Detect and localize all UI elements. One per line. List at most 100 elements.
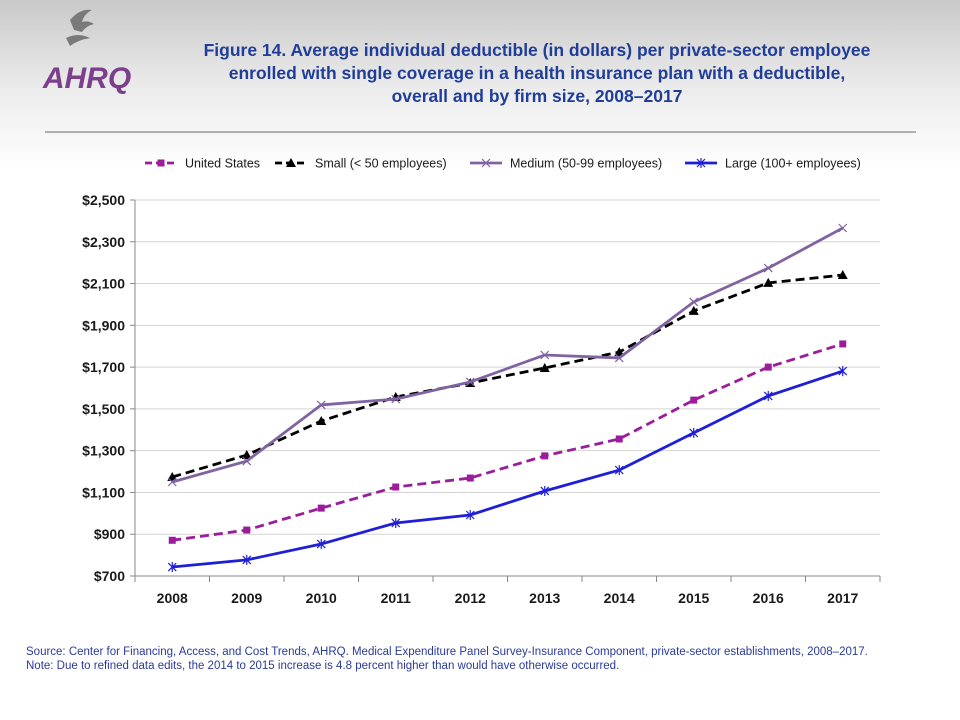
- marker-shape: [614, 353, 624, 363]
- marker: [317, 504, 325, 512]
- marker: [690, 396, 698, 404]
- marker-shape: [391, 517, 401, 528]
- x-tick-label: 2014: [604, 590, 635, 606]
- marker-shape: [316, 539, 326, 550]
- marker-shape: [838, 223, 848, 233]
- marker-shape: [241, 450, 252, 460]
- marker: [838, 223, 848, 233]
- marker: [614, 465, 624, 476]
- y-tick-label: $2,300: [82, 234, 125, 250]
- marker: [541, 452, 549, 460]
- marker-shape: [689, 297, 699, 307]
- marker-shape: [614, 465, 624, 476]
- marker: [167, 562, 177, 573]
- logo: AHRQ: [42, 62, 131, 95]
- marker-shape: [540, 485, 550, 496]
- marker-shape: [615, 435, 623, 443]
- legend-item: Medium (50-99 employees): [470, 157, 662, 171]
- marker-shape: [242, 554, 252, 565]
- marker: [242, 554, 252, 565]
- y-tick-label: $700: [94, 568, 125, 584]
- x-tick-label: 2016: [753, 590, 784, 606]
- x-tick-label: 2017: [827, 590, 858, 606]
- y-tick-label: $2,100: [82, 276, 125, 292]
- marker: [615, 435, 623, 443]
- marker: [837, 269, 848, 279]
- legend-item: Large (100+ employees): [685, 157, 861, 171]
- marker: [286, 158, 296, 167]
- marker: [241, 450, 252, 460]
- marker-shape: [837, 269, 848, 279]
- x-tick-label: 2008: [157, 590, 188, 606]
- chart-title: Figure 14. Average individual deductible…: [204, 40, 871, 106]
- x-tick-label: 2013: [529, 590, 560, 606]
- legend-label: Large (100+ employees): [725, 157, 861, 171]
- series-line: [171, 273, 843, 479]
- marker: [392, 483, 400, 491]
- marker-shape: [465, 377, 475, 387]
- marker-shape: [242, 456, 252, 466]
- marker-shape: [391, 394, 401, 404]
- marker: [391, 517, 401, 528]
- marker: [242, 456, 252, 466]
- y-tick-label: $1,700: [82, 359, 125, 375]
- marker: [157, 159, 165, 167]
- y-tick-label: $1,300: [82, 443, 125, 459]
- marker: [688, 305, 699, 315]
- marker: [465, 377, 475, 387]
- marker: [839, 340, 847, 348]
- marker-shape: [466, 474, 474, 482]
- marker-shape: [168, 536, 176, 544]
- marker: [614, 353, 624, 363]
- series-line: [172, 342, 844, 542]
- marker: [539, 362, 550, 372]
- x-tick-label: 2010: [306, 590, 337, 606]
- marker-shape: [317, 504, 325, 512]
- series-line: [171, 226, 844, 484]
- legend-label: United States: [185, 157, 260, 171]
- legend-label: Small (< 50 employees): [315, 157, 447, 171]
- marker: [316, 539, 326, 550]
- marker-shape: [541, 452, 549, 460]
- marker-shape: [688, 305, 699, 315]
- marker: [838, 366, 848, 377]
- marker-shape: [690, 396, 698, 404]
- marker-shape: [763, 277, 774, 287]
- marker-shape: [167, 562, 177, 573]
- marker-shape: [316, 400, 326, 410]
- series-line: [172, 369, 844, 569]
- x-tick-label: 2015: [678, 590, 709, 606]
- marker: [316, 400, 326, 410]
- hhs-eagle: [66, 9, 94, 46]
- x-tick-label: 2009: [231, 590, 262, 606]
- y-tick-label: $900: [94, 526, 125, 542]
- note: Note: Due to refined data edits, the 201…: [26, 660, 619, 672]
- marker-shape: [465, 510, 475, 521]
- marker: [316, 416, 327, 426]
- marker: [763, 263, 773, 273]
- marker-shape: [167, 477, 177, 487]
- marker-shape: [614, 347, 625, 357]
- marker-shape: [839, 340, 847, 348]
- marker: [540, 485, 550, 496]
- marker: [391, 394, 401, 404]
- marker-shape: [763, 390, 773, 401]
- legend-item: Small (< 50 employees): [275, 157, 447, 171]
- marker-shape: [316, 416, 327, 426]
- y-tick-label: $1,900: [82, 317, 125, 333]
- marker-shape: [243, 526, 251, 534]
- marker-shape: [481, 158, 491, 168]
- marker-shape: [392, 483, 400, 491]
- source: Source: Center for Financing, Access, an…: [26, 646, 868, 658]
- marker: [167, 477, 177, 487]
- marker: [465, 510, 475, 521]
- marker-shape: [689, 427, 699, 438]
- marker: [466, 474, 474, 482]
- marker: [689, 427, 699, 438]
- marker: [540, 350, 550, 360]
- marker: [614, 347, 625, 357]
- y-tick-label: $2,500: [82, 192, 125, 208]
- marker-shape: [764, 363, 772, 371]
